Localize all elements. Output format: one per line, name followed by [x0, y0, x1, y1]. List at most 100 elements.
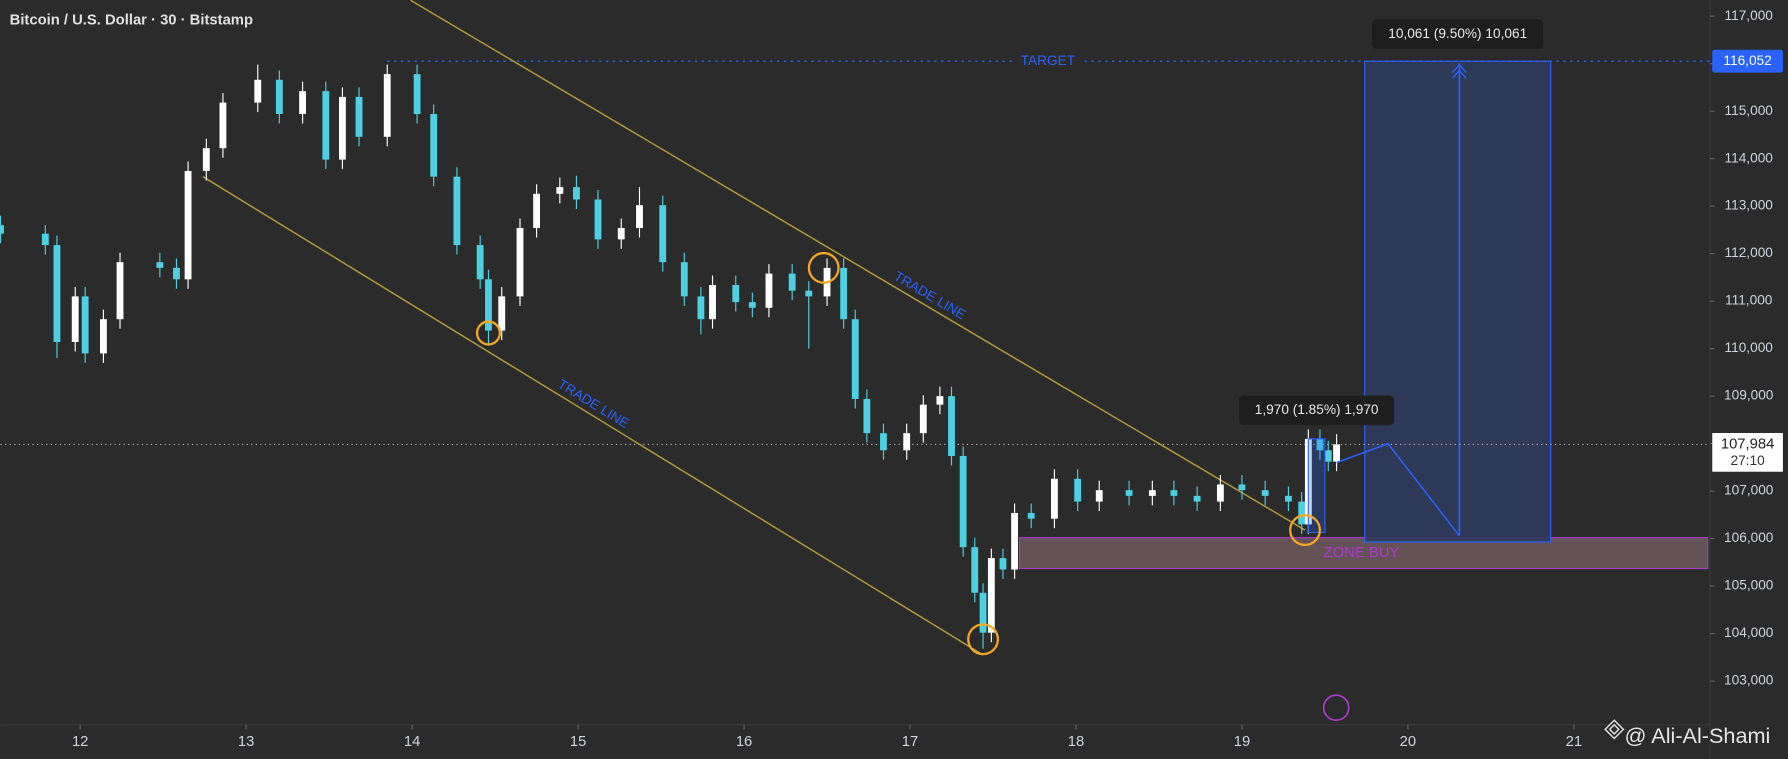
- candle-body: [1050, 478, 1058, 519]
- projection-path: [1336, 442, 1460, 537]
- y-tick-label: 115,000: [1725, 103, 1774, 118]
- candle-body: [355, 96, 363, 137]
- y-tick-label: 111,000: [1725, 293, 1773, 308]
- measure-label: 1,970 (1.85%) 1,970: [1255, 402, 1379, 417]
- chart-title: Bitcoin / U.S. Dollar · 30 · Bitstamp: [10, 12, 253, 28]
- highlight-circle: [967, 623, 1000, 656]
- candle-body: [1261, 490, 1269, 496]
- measure-label-box: [1239, 395, 1395, 426]
- candle-body: [156, 262, 164, 268]
- countdown-label: 27:10: [1730, 453, 1765, 468]
- candle-body: [636, 205, 643, 228]
- candle-body: [936, 396, 944, 405]
- candle-body: [999, 558, 1007, 570]
- watermark-icon: [1322, 694, 1350, 722]
- candle-body: [1095, 490, 1103, 502]
- candle-body: [322, 91, 330, 160]
- y-tick-label: 110,000: [1725, 340, 1774, 355]
- target-price-label: 116,052: [1723, 53, 1771, 68]
- candle-body: [71, 296, 79, 342]
- candle-body: [219, 102, 227, 149]
- x-tick-label: 18: [1068, 734, 1084, 750]
- highlight-circle: [807, 251, 840, 284]
- x-tick-label: 21: [1566, 734, 1582, 750]
- zone-label: ZONE BUY: [1324, 545, 1400, 561]
- buy-zone: [1018, 537, 1709, 570]
- candle-body: [709, 284, 716, 320]
- candle-body: [81, 296, 89, 354]
- arrow-head: [1452, 63, 1467, 79]
- highlight-circle: [1289, 514, 1321, 547]
- candle-body: [987, 558, 995, 633]
- measure-label-box: [1372, 19, 1544, 50]
- candle-body: [453, 176, 461, 246]
- current-price-box: [1712, 432, 1783, 472]
- candle-body: [1238, 484, 1246, 491]
- candle-body: [53, 245, 61, 342]
- highlight-circle: [475, 320, 502, 346]
- candle-body: [1074, 478, 1082, 502]
- candle-body: [948, 396, 955, 456]
- candle-body: [919, 404, 927, 434]
- candle-body: [979, 592, 987, 633]
- measure-box: [1307, 438, 1326, 534]
- candle-body: [805, 290, 813, 297]
- y-tick-label: 107,000: [1724, 483, 1774, 498]
- candle-body: [573, 187, 580, 200]
- candle-body: [1333, 444, 1340, 462]
- candle-body: [1216, 484, 1224, 502]
- candle-body: [1011, 512, 1018, 570]
- candle-body: [851, 319, 859, 399]
- y-tick-label: 104,000: [1724, 625, 1774, 640]
- candle-body: [383, 74, 391, 137]
- candle-body: [1285, 495, 1292, 502]
- long-position: [1364, 60, 1552, 543]
- y-tick-label: 114,000: [1725, 150, 1774, 165]
- candle-body: [959, 455, 967, 548]
- watermark: @ Ali-Al-Shami: [1625, 723, 1771, 748]
- candle-body: [594, 199, 602, 240]
- candle-body: [476, 245, 484, 280]
- candle-body: [275, 79, 283, 114]
- candle-body: [732, 284, 740, 303]
- candle-body: [1125, 490, 1133, 496]
- candle-body: [184, 170, 192, 280]
- candle-body: [1170, 490, 1178, 496]
- candle-body: [100, 319, 107, 354]
- current-price-label: 107,984: [1721, 436, 1775, 452]
- candle-body: [254, 79, 262, 103]
- watermark-logo: [1604, 719, 1625, 740]
- candle-body: [1324, 450, 1332, 462]
- candle-body: [299, 91, 307, 114]
- x-tick-label: 12: [72, 734, 88, 750]
- x-tick-label: 20: [1400, 734, 1416, 750]
- x-tick-label: 16: [736, 734, 752, 750]
- candle-body: [1316, 438, 1324, 451]
- candle-body: [971, 547, 979, 593]
- target-price-tag: [1712, 49, 1783, 73]
- candle-body: [338, 96, 346, 160]
- candle-body: [41, 233, 49, 246]
- candle-body: [413, 74, 421, 114]
- target-label: TARGET: [1021, 53, 1076, 68]
- y-tick-label: 117,000: [1725, 8, 1774, 23]
- candle-body: [617, 227, 625, 240]
- candle-body: [697, 296, 705, 320]
- candle-body: [116, 262, 124, 320]
- candle-body: [485, 279, 492, 331]
- trend-line: [410, 0, 1306, 531]
- x-tick-label: 14: [404, 734, 420, 750]
- candle-body: [863, 398, 871, 434]
- x-tick-label: 15: [570, 734, 586, 750]
- candle-body: [1148, 490, 1156, 496]
- candle-body: [202, 148, 210, 171]
- candle-body: [0, 225, 4, 234]
- candle-body: [1298, 501, 1306, 525]
- candle-body: [748, 302, 756, 308]
- y-tick-label: 103,000: [1724, 673, 1774, 688]
- y-tick-label: 109,000: [1724, 388, 1774, 403]
- candle-body: [516, 227, 524, 297]
- candle-body: [173, 267, 180, 280]
